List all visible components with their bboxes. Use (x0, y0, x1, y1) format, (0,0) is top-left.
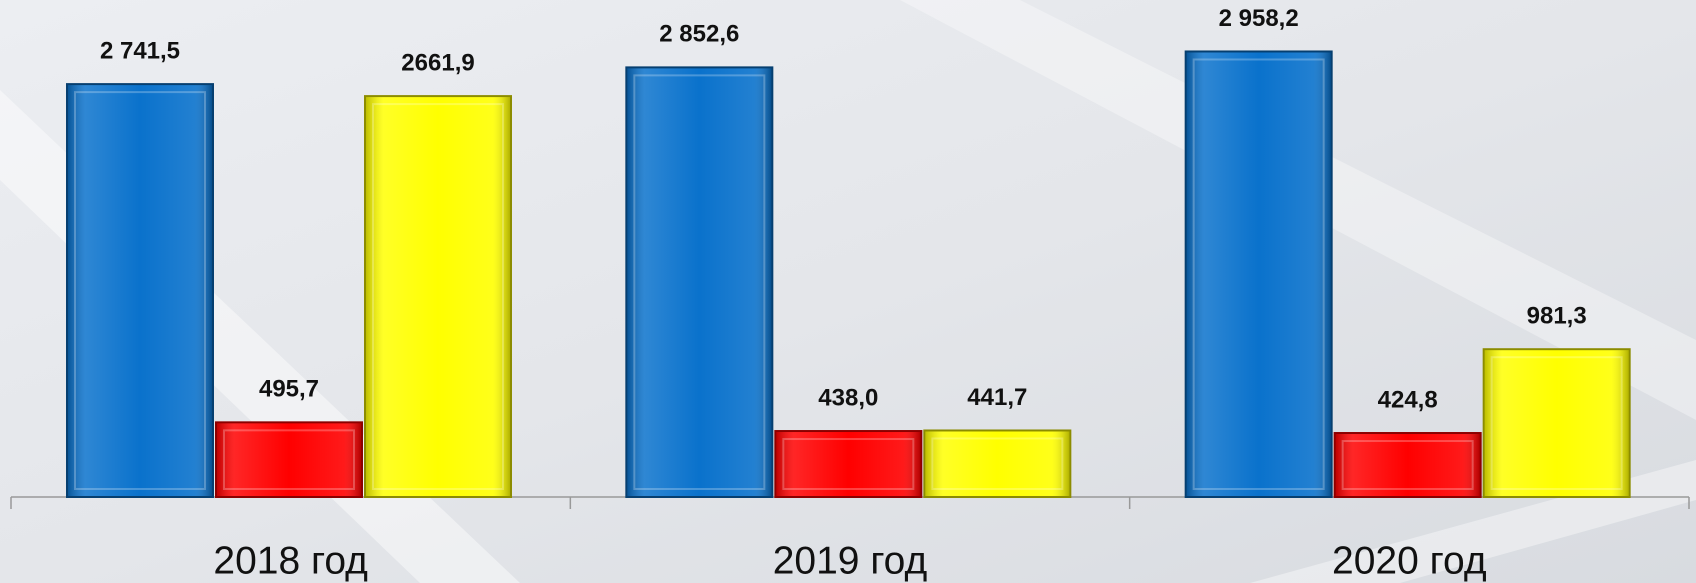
bar-shine (1186, 52, 1331, 497)
x-tick-label: 2020 год (1332, 539, 1487, 582)
value-label: 495,7 (259, 376, 319, 403)
bar-bevel (1192, 58, 1325, 491)
bar-bevel (633, 74, 766, 490)
bar-bevel (931, 437, 1064, 490)
value-label: 2 852,6 (659, 21, 739, 48)
value-label: 2 741,5 (100, 37, 180, 64)
bar-shine (1484, 350, 1629, 496)
bar-shine (925, 431, 1070, 496)
bar-bevel (74, 91, 206, 490)
bar-shine (627, 68, 772, 496)
bar-shine (217, 423, 361, 496)
bar-bevel (782, 438, 915, 490)
bar-bevel (223, 429, 355, 490)
x-tick-label: 2019 год (773, 539, 928, 582)
bar-shine (776, 432, 921, 496)
x-tick-label: 2018 год (213, 539, 368, 582)
value-label: 441,7 (967, 384, 1027, 411)
bar-bevel (1490, 356, 1623, 490)
value-label: 438,0 (818, 384, 878, 411)
bar-bevel (1341, 440, 1474, 491)
bar-shine (366, 97, 510, 496)
value-label: 2 958,2 (1219, 5, 1299, 32)
value-label: 2661,9 (401, 49, 474, 76)
value-label: 424,8 (1378, 386, 1438, 413)
bar-bevel (372, 103, 504, 491)
bar-shine (68, 85, 212, 496)
bar-shine (1335, 434, 1480, 496)
value-label: 981,3 (1527, 303, 1587, 330)
